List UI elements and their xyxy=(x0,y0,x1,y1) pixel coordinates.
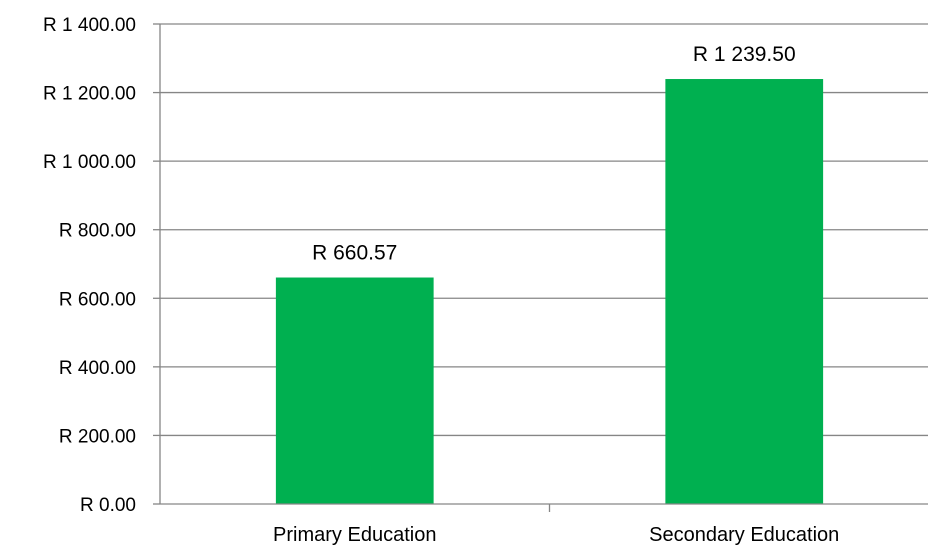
y-tick-label: R 800.00 xyxy=(59,221,136,242)
y-tick-label: R 0.00 xyxy=(80,495,136,516)
y-tick-label: R 600.00 xyxy=(59,289,136,310)
y-tick-label: R 1 400.00 xyxy=(43,15,136,36)
y-tick-label: R 200.00 xyxy=(59,426,136,447)
x-category-label: Primary Education xyxy=(273,524,436,546)
bars xyxy=(275,79,824,505)
y-tick-label: R 1 000.00 xyxy=(43,152,136,173)
x-axis-category-labels: Primary Education Secondary Education xyxy=(273,524,839,546)
bar-value-label: R 1 239.50 xyxy=(693,43,796,66)
bar-value-label: R 660.57 xyxy=(312,242,397,265)
y-tick-label: R 400.00 xyxy=(59,358,136,379)
y-tick-label: R 1 200.00 xyxy=(43,84,136,105)
y-axis-tick-labels: R 0.00 R 200.00 R 400.00 R 600.00 R 800.00 R … xyxy=(43,15,136,516)
bar xyxy=(275,277,434,504)
data-labels: R 660.57 R 1 239.50 xyxy=(312,43,795,264)
x-category-label: Secondary Education xyxy=(649,524,839,546)
bar xyxy=(665,79,824,505)
axes xyxy=(153,23,928,512)
